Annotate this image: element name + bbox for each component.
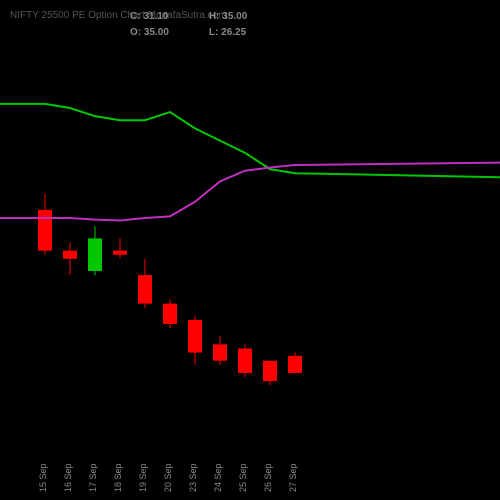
candle-body bbox=[213, 344, 227, 360]
candle-body bbox=[138, 275, 152, 304]
purple-line bbox=[0, 163, 500, 221]
x-tick-label: 23 Sep bbox=[188, 463, 198, 492]
candle-body bbox=[263, 361, 277, 381]
candle-body bbox=[63, 251, 77, 259]
candle-body bbox=[163, 304, 177, 324]
x-axis-labels: 15 Sep 16 Sep 17 Sep 18 Sep 19 Sep 20 Sep 23 S… bbox=[0, 432, 500, 492]
candle-body bbox=[113, 251, 127, 255]
candle-body bbox=[188, 320, 202, 353]
candle-body bbox=[238, 348, 252, 372]
x-tick-label: 25 Sep bbox=[238, 463, 248, 492]
green-line bbox=[0, 104, 500, 177]
candle-body bbox=[88, 238, 102, 271]
x-tick-label: 15 Sep bbox=[38, 463, 48, 492]
candle-wicks bbox=[45, 194, 295, 386]
x-tick-label: 20 Sep bbox=[163, 463, 173, 492]
x-tick-label: 17 Sep bbox=[88, 463, 98, 492]
candle-body bbox=[288, 356, 302, 373]
x-tick-label: 26 Sep bbox=[263, 463, 273, 492]
candle-bodies bbox=[38, 210, 302, 381]
chart-root: NIFTY 25500 PE Option Chart MunafaSutra.… bbox=[0, 0, 500, 500]
candle-body bbox=[38, 210, 52, 251]
overlay-lines bbox=[0, 104, 500, 221]
x-tick-label: 18 Sep bbox=[113, 463, 123, 492]
x-tick-label: 16 Sep bbox=[63, 463, 73, 492]
x-tick-label: 27 Sep bbox=[288, 463, 298, 492]
x-tick-label: 24 Sep bbox=[213, 463, 223, 492]
price-plot bbox=[0, 0, 500, 500]
x-tick-label: 19 Sep bbox=[138, 463, 148, 492]
